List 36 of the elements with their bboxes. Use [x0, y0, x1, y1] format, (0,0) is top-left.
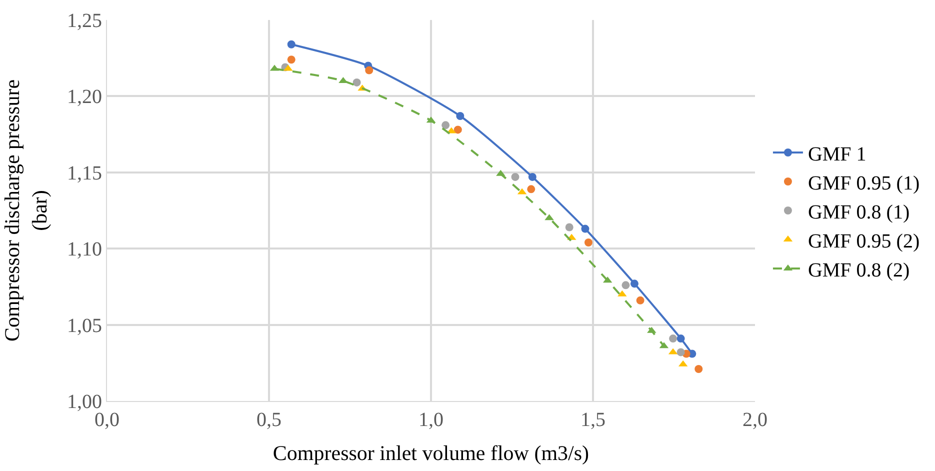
legend-label: GMF 0.8 (1): [808, 201, 910, 224]
point: [442, 121, 450, 130]
x-tick-label: 2,0: [742, 409, 768, 431]
point: [584, 238, 592, 246]
point: [528, 172, 536, 181]
point: [287, 40, 296, 48]
y-axis-title: Compressor discharge pressure (bar): [0, 79, 52, 342]
point: [456, 112, 464, 120]
point: [352, 78, 361, 86]
y-tick-label: 1,10: [67, 238, 102, 261]
legend-label: GMF 0.8 (2): [808, 259, 910, 282]
legend-label: GMF 0.95 (2): [808, 230, 920, 252]
point: [365, 66, 374, 74]
legend-label: GMF 0.95 (1): [808, 172, 920, 194]
point: [454, 126, 462, 134]
point: [694, 365, 703, 373]
y-tick-label: 1,05: [67, 314, 102, 337]
x-tick-label: 1,0: [418, 409, 444, 431]
y-tick-label: 1,25: [67, 10, 102, 32]
legend-label: GMF 1: [808, 143, 866, 166]
point: [676, 334, 685, 343]
y-tick-label: 1,15: [67, 162, 102, 184]
point: [287, 56, 296, 64]
point: [565, 223, 574, 232]
y-tick-label: 1,20: [67, 86, 102, 108]
x-tick-label: 0,5: [256, 409, 282, 431]
point: [511, 172, 520, 181]
point: [676, 348, 685, 356]
point: [581, 224, 590, 233]
point: [630, 280, 638, 288]
point: [669, 334, 678, 343]
point: [636, 296, 644, 304]
x-tick-label: 1,5: [580, 409, 606, 431]
point: [622, 281, 630, 290]
point: [527, 185, 536, 194]
x-axis-title: Compressor inlet volume flow (m3/s): [272, 441, 590, 466]
